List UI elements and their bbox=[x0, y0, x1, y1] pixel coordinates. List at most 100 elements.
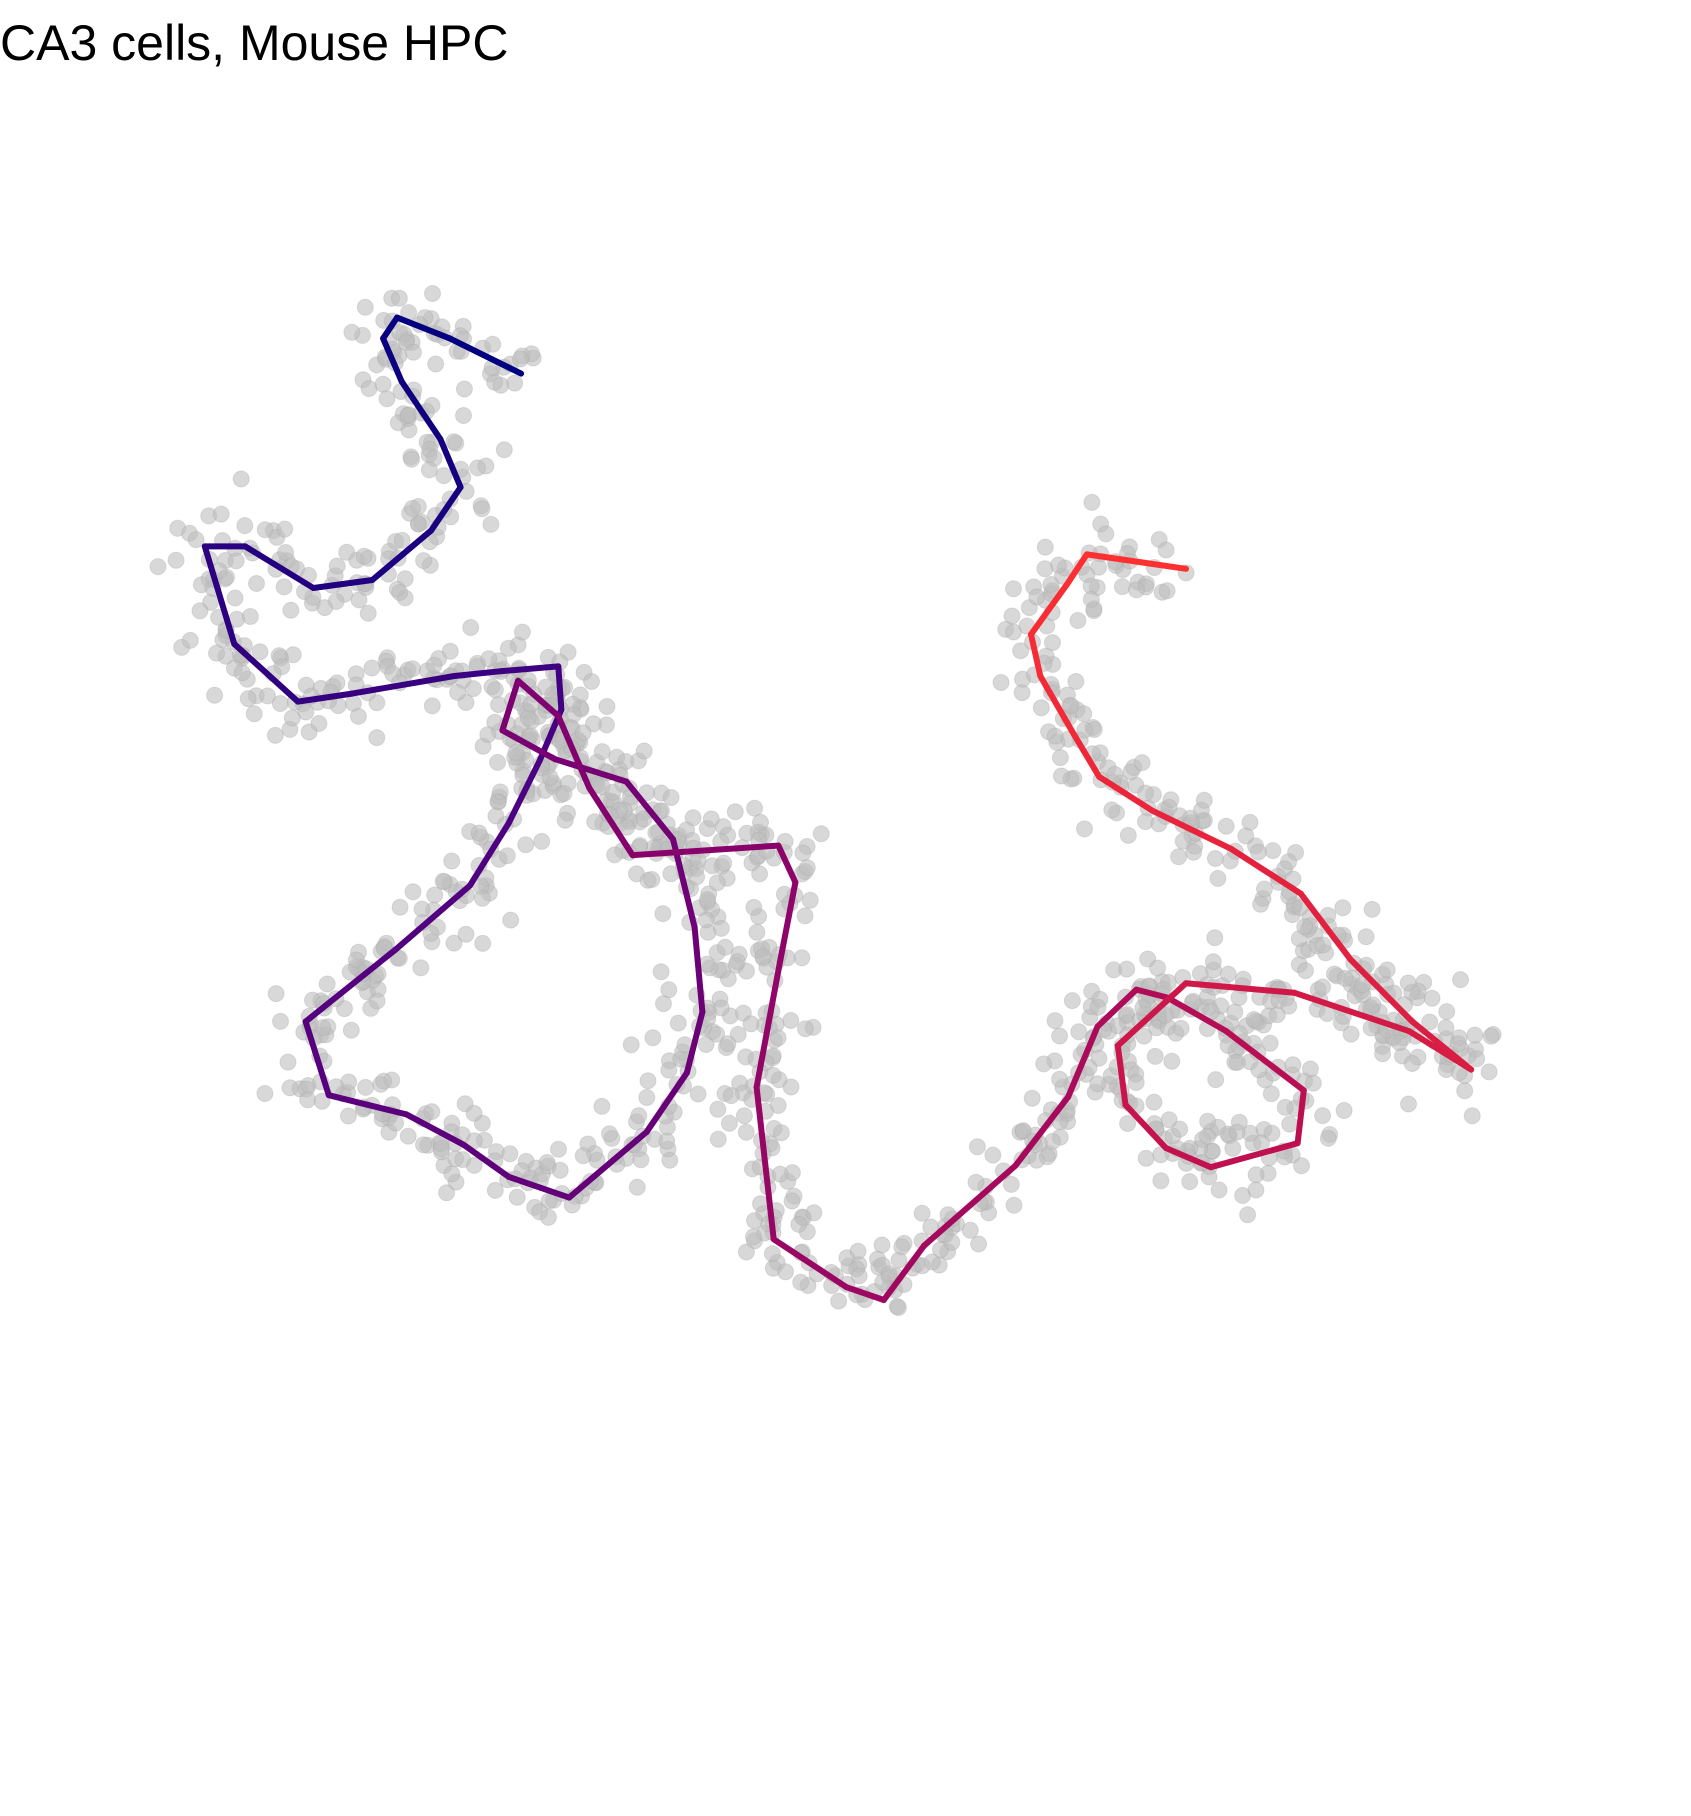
cell-point bbox=[737, 1243, 755, 1261]
cell-point bbox=[735, 1107, 753, 1125]
cell-point bbox=[284, 646, 302, 664]
trajectory-segment bbox=[394, 314, 453, 342]
cell-point bbox=[598, 698, 616, 715]
trajectory-segment bbox=[1297, 890, 1354, 963]
cell-point bbox=[275, 578, 293, 596]
cell-point bbox=[782, 1078, 800, 1096]
cell-point bbox=[628, 1178, 646, 1196]
cell-point bbox=[480, 650, 498, 668]
cell-point bbox=[658, 1132, 676, 1150]
cell-point bbox=[1135, 1027, 1153, 1045]
cell-point bbox=[643, 871, 661, 888]
cell-point bbox=[550, 1140, 567, 1158]
cell-point bbox=[1113, 578, 1131, 596]
cell-point bbox=[745, 898, 763, 916]
cell-point bbox=[533, 832, 551, 850]
cell-point bbox=[1314, 1107, 1332, 1125]
cell-point bbox=[473, 500, 491, 518]
cell-point bbox=[486, 681, 504, 699]
cell-point bbox=[1075, 705, 1093, 723]
trajectory-segment bbox=[1114, 1042, 1129, 1108]
cell-point bbox=[1219, 965, 1237, 983]
cell-point bbox=[457, 925, 475, 943]
cell-point bbox=[422, 924, 440, 942]
cell-point bbox=[465, 1104, 483, 1122]
cell-point bbox=[1002, 1175, 1020, 1193]
cell-point bbox=[251, 643, 269, 661]
cell-point bbox=[1296, 918, 1314, 936]
trajectory-segment bbox=[1037, 673, 1078, 739]
trajectory-segment bbox=[1012, 1093, 1072, 1169]
trajectory-segment bbox=[231, 641, 301, 705]
cell-point bbox=[660, 1061, 678, 1079]
cell-point bbox=[455, 380, 473, 398]
cell-point bbox=[923, 1253, 941, 1271]
cell-point bbox=[368, 992, 386, 1010]
trajectory-segment bbox=[1063, 551, 1090, 588]
cell-point bbox=[1304, 1074, 1322, 1092]
cell-point bbox=[796, 907, 814, 925]
cell-point bbox=[391, 584, 409, 601]
cell-point bbox=[1245, 1011, 1263, 1028]
cell-point bbox=[1452, 971, 1469, 989]
cell-point bbox=[639, 1072, 657, 1090]
trajectory-segment bbox=[1228, 845, 1304, 897]
cell-point bbox=[1028, 588, 1046, 606]
cell-point bbox=[405, 343, 422, 361]
cell-point bbox=[1051, 1027, 1069, 1045]
trajectory-segment bbox=[1347, 956, 1416, 1025]
cell-point bbox=[970, 1235, 988, 1253]
cell-point bbox=[227, 552, 245, 570]
cell-point bbox=[798, 859, 816, 877]
cell-point bbox=[1067, 673, 1085, 690]
cell-point bbox=[1482, 1027, 1500, 1045]
trajectory-segment bbox=[1065, 1023, 1101, 1100]
cell-point bbox=[763, 1245, 781, 1263]
cell-point bbox=[1237, 827, 1255, 845]
cell-point bbox=[489, 793, 507, 811]
cell-point bbox=[464, 680, 482, 698]
trajectory-segment bbox=[1028, 581, 1070, 638]
cell-point bbox=[272, 1012, 289, 1030]
trajectory-segment bbox=[1114, 980, 1189, 1049]
cell-point bbox=[632, 1151, 650, 1169]
cell-point bbox=[1362, 999, 1379, 1017]
trajectory-segment bbox=[515, 677, 562, 719]
cell-point bbox=[1163, 1052, 1181, 1070]
cell-point bbox=[1046, 1012, 1064, 1030]
trajectory-segment bbox=[691, 924, 706, 1015]
cell-point bbox=[1062, 697, 1080, 715]
cell-point bbox=[512, 350, 529, 368]
cell-point bbox=[1207, 1071, 1225, 1089]
cell-point bbox=[801, 891, 819, 909]
trajectory-segment bbox=[775, 842, 799, 886]
cell-point bbox=[790, 1215, 808, 1233]
cell-point bbox=[1134, 999, 1152, 1017]
cell-point bbox=[913, 1204, 931, 1222]
cell-point bbox=[1206, 929, 1224, 947]
trajectory-segment bbox=[451, 668, 504, 679]
cell-point bbox=[1438, 1003, 1456, 1021]
cell-point bbox=[1044, 634, 1061, 652]
cell-point bbox=[604, 783, 622, 801]
chart-title: CA3 cells, Mouse HPC bbox=[0, 15, 509, 71]
cell-point bbox=[716, 938, 734, 956]
cell-point bbox=[830, 1292, 848, 1310]
cell-point bbox=[1195, 791, 1213, 809]
cell-point bbox=[1249, 843, 1267, 861]
cell-point bbox=[420, 461, 438, 479]
cell-point bbox=[1199, 1112, 1217, 1130]
cell-point bbox=[314, 1019, 332, 1037]
cell-point bbox=[1044, 1132, 1062, 1150]
cell-point bbox=[1171, 1120, 1189, 1138]
trajectory-segment bbox=[1294, 1087, 1307, 1147]
cell-point bbox=[593, 743, 611, 761]
cell-point bbox=[1032, 699, 1050, 717]
cell-point bbox=[1210, 1181, 1228, 1199]
cell-point bbox=[728, 953, 746, 971]
cell-point bbox=[539, 1208, 557, 1226]
cell-point bbox=[1005, 623, 1022, 641]
cell-point bbox=[1128, 581, 1145, 599]
cell-point bbox=[1256, 880, 1273, 898]
